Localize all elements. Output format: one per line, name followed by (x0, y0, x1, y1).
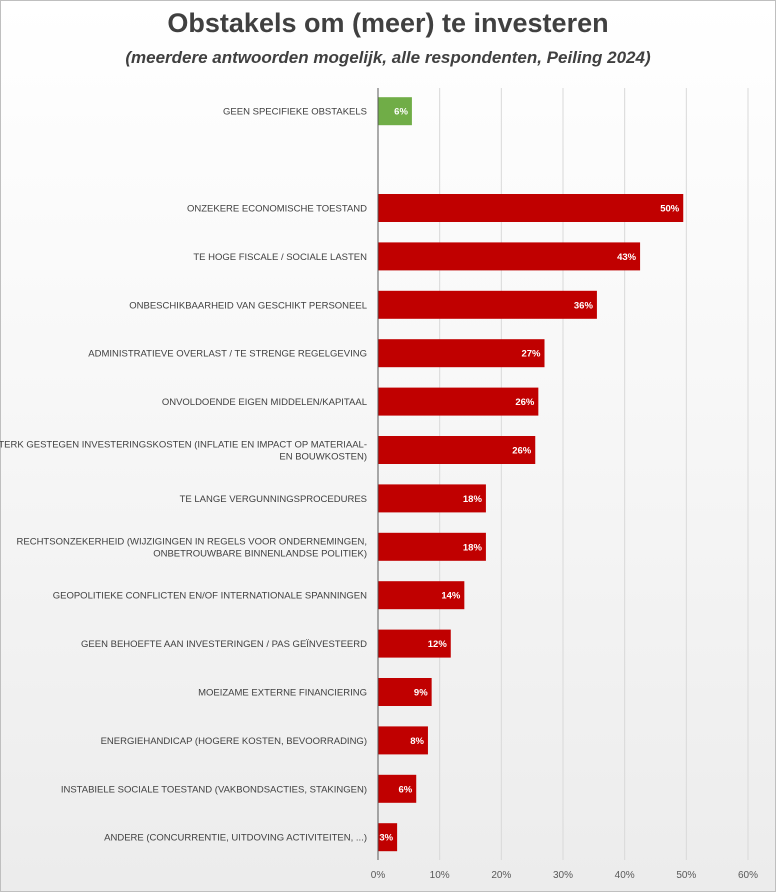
x-tick-label: 60% (738, 870, 758, 881)
data-label: 43% (617, 252, 637, 263)
bar (378, 194, 684, 222)
x-tick-label: 50% (676, 870, 696, 881)
chart-subtitle: (meerdere antwoorden mogelijk, alle resp… (125, 48, 651, 67)
category-label: MOEIZAME EXTERNE FINANCIERING (198, 688, 367, 699)
bar (378, 484, 486, 513)
category-label: EN BOUWKOSTEN) (279, 452, 367, 463)
data-label: 18% (463, 542, 483, 553)
category-label: INSTABIELE SOCIALE TOESTAND (VAKBONDSACT… (61, 784, 367, 795)
data-label: 50% (660, 204, 680, 215)
category-label: TE LANGE VERGUNNINGSPROCEDURES (180, 494, 367, 505)
bar (378, 678, 432, 706)
category-label: ENERGIEHANDICAP (HOGERE KOSTEN, BEVOORRA… (101, 736, 367, 747)
data-label: 3% (379, 833, 393, 844)
bar (378, 97, 412, 126)
x-tick-label: 20% (491, 870, 511, 881)
category-label: GEOPOLITIEKE CONFLICTEN EN/OF INTERNATIO… (53, 591, 367, 602)
category-label: ONVOLDOENDE EIGEN MIDDELEN/KAPITAAL (162, 397, 367, 408)
data-label: 12% (428, 639, 448, 650)
bar (378, 242, 641, 271)
category-label: RECHTSONZEKERHEID (WIJZIGINGEN IN REGELS… (17, 536, 367, 547)
x-tick-label: 30% (553, 870, 573, 881)
x-tick-label: 10% (430, 870, 450, 881)
bar (378, 387, 539, 416)
data-label: 9% (414, 688, 428, 699)
category-label: ONBETROUWBARE BINNENLANDSE POLITIEK) (153, 548, 367, 559)
bar (378, 726, 428, 755)
data-label: 26% (515, 397, 535, 408)
category-label: STERK GESTEGEN INVESTERINGSKOSTEN (INFLA… (0, 440, 367, 451)
bar (378, 436, 536, 464)
x-tick-label: 0% (371, 870, 386, 881)
data-label: 27% (521, 349, 541, 360)
bar (378, 532, 486, 561)
x-tick-label: 40% (615, 870, 635, 881)
category-label: ONZEKERE ECONOMISCHE TOESTAND (187, 204, 367, 215)
category-label: ONBESCHIKBAARHEID VAN GESCHIKT PERSONEEL (129, 300, 367, 311)
category-label: GEEN SPECIFIEKE OBSTAKELS (223, 107, 367, 118)
bar (378, 823, 398, 852)
category-label: GEEN BEHOEFTE AAN INVESTERINGEN / PAS GE… (81, 639, 367, 650)
data-label: 26% (512, 446, 532, 457)
bar (378, 774, 417, 803)
chart-title: Obstakels om (meer) te investeren (167, 8, 609, 38)
bar (378, 581, 465, 610)
data-label: 14% (441, 591, 461, 602)
data-label: 36% (574, 300, 594, 311)
category-label: ADMINISTRATIEVE OVERLAST / TE STRENGE RE… (88, 349, 367, 360)
bar (378, 629, 451, 658)
category-label: TE HOGE FISCALE / SOCIALE LASTEN (193, 252, 367, 263)
data-label: 8% (410, 736, 424, 747)
bar (378, 290, 597, 319)
data-label: 6% (398, 784, 412, 795)
category-label: ANDERE (CONCURRENTIE, UITDOVING ACTIVITE… (104, 833, 367, 844)
data-label: 18% (463, 494, 483, 505)
data-label: 6% (394, 107, 408, 118)
bar (378, 339, 545, 368)
